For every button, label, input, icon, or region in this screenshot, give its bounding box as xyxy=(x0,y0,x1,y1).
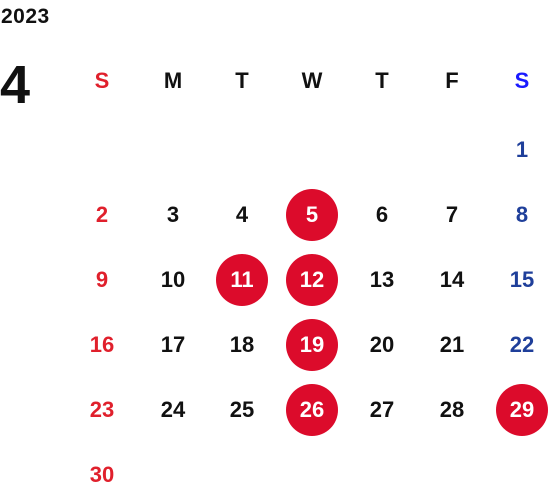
weekday-header: F xyxy=(445,68,459,93)
month-number: 4 xyxy=(0,55,31,115)
weekday-header: S xyxy=(514,68,530,93)
day-cell[interactable]: 25 xyxy=(229,397,255,422)
day-cell[interactable]: 10 xyxy=(160,267,186,292)
day-cell[interactable]: 28 xyxy=(439,397,465,422)
day-cell[interactable]: 24 xyxy=(160,397,186,422)
day-cell[interactable]: 14 xyxy=(439,267,465,292)
weekday-header: T xyxy=(375,68,389,93)
day-cell[interactable]: 2 xyxy=(95,202,109,227)
day-cell[interactable]: 22 xyxy=(509,332,535,357)
highlighted-day-cell[interactable]: 26 xyxy=(286,384,338,436)
weekday-header: T xyxy=(235,68,249,93)
day-cell[interactable]: 30 xyxy=(89,462,115,487)
highlighted-day-cell[interactable]: 12 xyxy=(286,254,338,306)
weekday-header: S xyxy=(94,68,110,93)
day-cell[interactable]: 6 xyxy=(375,202,389,227)
day-cell[interactable]: 16 xyxy=(89,332,115,357)
day-cell[interactable]: 18 xyxy=(229,332,255,357)
day-cell[interactable]: 15 xyxy=(509,267,535,292)
day-cell[interactable]: 8 xyxy=(515,202,529,227)
year-label: 2023 xyxy=(1,5,50,28)
day-cell[interactable]: 13 xyxy=(369,267,395,292)
day-cell[interactable]: 3 xyxy=(166,202,180,227)
day-cell[interactable]: 20 xyxy=(369,332,395,357)
day-cell[interactable]: 7 xyxy=(445,202,459,227)
day-cell[interactable]: 1 xyxy=(515,137,529,162)
highlighted-day-cell[interactable]: 5 xyxy=(286,189,338,241)
day-cell[interactable]: 27 xyxy=(369,397,395,422)
day-cell[interactable]: 17 xyxy=(160,332,186,357)
day-cell[interactable]: 21 xyxy=(439,332,465,357)
highlighted-day-cell[interactable]: 11 xyxy=(216,254,268,306)
highlighted-day-cell[interactable]: 19 xyxy=(286,319,338,371)
day-cell[interactable]: 23 xyxy=(89,397,115,422)
day-cell[interactable]: 9 xyxy=(95,267,109,292)
highlighted-day-cell[interactable]: 29 xyxy=(496,384,548,436)
day-cell[interactable]: 4 xyxy=(235,202,249,227)
weekday-header: W xyxy=(301,68,323,93)
weekday-header: M xyxy=(163,68,183,93)
